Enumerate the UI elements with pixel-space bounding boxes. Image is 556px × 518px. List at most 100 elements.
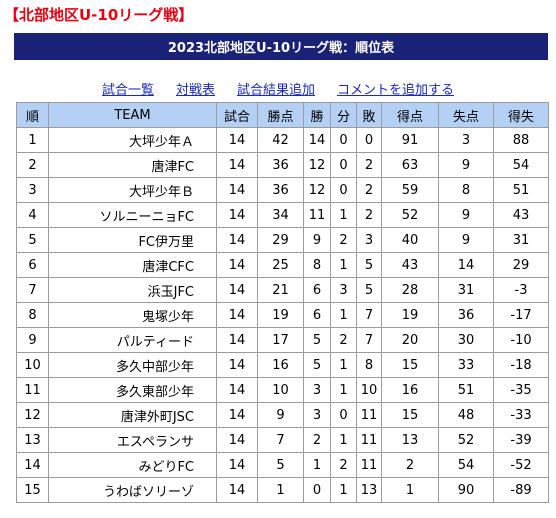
rank-cell: 3 [16, 177, 49, 203]
points-cell: 21 [257, 277, 304, 303]
wins-cell: 9 [303, 227, 331, 253]
team-cell: 浜玉JFC [48, 277, 217, 303]
losses-cell: 3 [356, 227, 382, 253]
goals-for-cell: 2 [381, 452, 439, 478]
table-row: 3 大坪少年Ｂ 14 36 12 0 2 59 8 51 [16, 177, 549, 203]
rank-cell: 10 [16, 352, 49, 378]
rank-cell: 4 [16, 202, 49, 228]
points-cell: 19 [257, 302, 304, 328]
rank-cell: 11 [16, 377, 49, 403]
table-row: 5 FC伊万里 14 29 9 2 3 40 9 31 [16, 227, 549, 253]
wins-cell: 0 [303, 477, 331, 503]
goals-for-cell: 91 [381, 127, 439, 153]
wins-cell: 6 [303, 277, 331, 303]
draws-cell: 0 [330, 177, 357, 203]
goals-against-cell: 36 [438, 302, 494, 328]
goal-diff-cell: 31 [493, 227, 549, 253]
goal-diff-cell: -18 [493, 352, 549, 378]
rank-cell: 9 [16, 327, 49, 353]
losses-cell: 0 [356, 127, 382, 153]
goals-against-cell: 14 [438, 252, 494, 278]
goals-against-cell: 8 [438, 177, 494, 203]
played-cell: 14 [216, 252, 258, 278]
points-cell: 29 [257, 227, 304, 253]
draws-cell: 0 [330, 402, 357, 428]
rank-cell: 13 [16, 427, 49, 453]
table-row: 1 大坪少年Ａ 14 42 14 0 0 91 3 88 [16, 127, 549, 153]
nav-links: 試合一覧 対戦表 試合結果追加 コメントを追加する [0, 79, 556, 98]
add-result-link[interactable]: 試合結果追加 [237, 83, 316, 98]
wins-cell: 5 [303, 352, 331, 378]
col-goals-against: 失点 [438, 102, 494, 128]
points-cell: 36 [257, 177, 304, 203]
losses-cell: 11 [356, 452, 382, 478]
losses-cell: 11 [356, 402, 382, 428]
rank-cell: 7 [16, 277, 49, 303]
table-row: 7 浜玉JFC 14 21 6 3 5 28 31 -3 [16, 277, 549, 303]
rank-cell: 12 [16, 402, 49, 428]
rank-cell: 15 [16, 477, 49, 503]
goals-for-cell: 15 [381, 352, 439, 378]
goals-against-cell: 48 [438, 402, 494, 428]
losses-cell: 8 [356, 352, 382, 378]
draws-cell: 1 [330, 427, 357, 453]
goals-for-cell: 40 [381, 227, 439, 253]
team-cell: 多久東部少年 [48, 377, 217, 403]
goals-for-cell: 13 [381, 427, 439, 453]
draws-cell: 2 [330, 327, 357, 353]
goal-diff-cell: -33 [493, 402, 549, 428]
played-cell: 14 [216, 202, 258, 228]
points-cell: 7 [257, 427, 304, 453]
standings-body: 1 大坪少年Ａ 14 42 14 0 0 91 3 88 2 唐津FC 14 36 12 0 2 63 9 54 3 大坪… [16, 127, 549, 503]
played-cell: 14 [216, 402, 258, 428]
draws-cell: 1 [330, 252, 357, 278]
played-cell: 14 [216, 477, 258, 503]
wins-cell: 3 [303, 377, 331, 403]
add-comment-link[interactable]: コメントを追加する [337, 83, 455, 98]
banner-title: 2023北部地区U-10リーグ戦：順位表 [167, 41, 395, 56]
team-cell: FC伊万里 [48, 227, 217, 253]
goals-for-cell: 59 [381, 177, 439, 203]
rank-cell: 6 [16, 252, 49, 278]
draws-cell: 3 [330, 277, 357, 303]
team-cell: 唐津CFC [48, 252, 217, 278]
team-cell: エスペランサ [48, 427, 217, 453]
draws-cell: 1 [330, 202, 357, 228]
draws-cell: 1 [330, 477, 357, 503]
goals-for-cell: 28 [381, 277, 439, 303]
goals-against-cell: 90 [438, 477, 494, 503]
losses-cell: 7 [356, 302, 382, 328]
team-cell: 唐津外町JSC [48, 402, 217, 428]
col-wins: 勝 [303, 102, 331, 128]
losses-cell: 10 [356, 377, 382, 403]
goals-against-cell: 51 [438, 377, 494, 403]
draws-cell: 2 [330, 227, 357, 253]
draws-cell: 2 [330, 452, 357, 478]
played-cell: 14 [216, 302, 258, 328]
losses-cell: 2 [356, 177, 382, 203]
losses-cell: 5 [356, 252, 382, 278]
losses-cell: 2 [356, 202, 382, 228]
table-row: 12 唐津外町JSC 14 9 3 0 11 15 48 -33 [16, 402, 549, 428]
played-cell: 14 [216, 152, 258, 178]
goals-against-cell: 52 [438, 427, 494, 453]
col-losses: 敗 [356, 102, 382, 128]
goals-against-cell: 54 [438, 452, 494, 478]
col-draws: 分 [330, 102, 357, 128]
losses-cell: 11 [356, 427, 382, 453]
table-row: 10 多久中部少年 14 16 5 1 8 15 33 -18 [16, 352, 549, 378]
goals-against-cell: 3 [438, 127, 494, 153]
points-cell: 25 [257, 252, 304, 278]
team-cell: パルティード [48, 327, 217, 353]
match-table-link[interactable]: 対戦表 [175, 83, 215, 98]
team-cell: 鬼塚少年 [48, 302, 217, 328]
col-rank: 順 [16, 102, 49, 128]
table-row: 8 鬼塚少年 14 19 6 1 7 19 36 -17 [16, 302, 549, 328]
goal-diff-cell: -17 [493, 302, 549, 328]
wins-cell: 11 [303, 202, 331, 228]
wins-cell: 8 [303, 252, 331, 278]
match-list-link[interactable]: 試合一覧 [101, 83, 154, 98]
goal-diff-cell: -52 [493, 452, 549, 478]
played-cell: 14 [216, 177, 258, 203]
wins-cell: 12 [303, 177, 331, 203]
